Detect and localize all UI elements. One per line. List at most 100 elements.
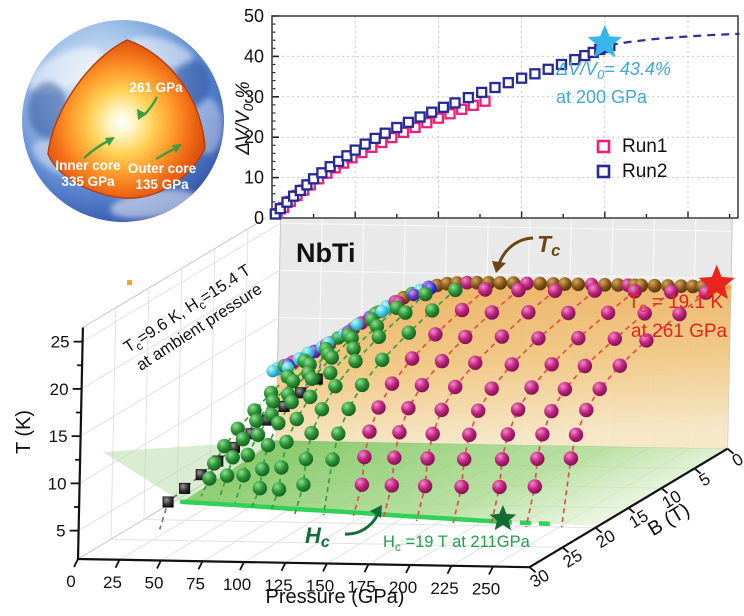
field-scan-sphere [448,282,463,298]
field-scan-sphere [637,306,652,321]
y-tick-label: 50 [244,6,264,26]
back-wall-grid [280,222,733,232]
inner-core-pressure: 335 GPa [61,174,115,189]
data-point-run2 [281,196,293,208]
pressure-tick-label: 50 [145,574,164,593]
field-scan-sphere [354,477,370,492]
field-scan-cube [179,482,191,494]
legend: Run1 Run2 [596,136,667,182]
hc-curve-label: Hc [305,523,330,551]
data-point-run2 [502,77,514,89]
field-scan-sphere [362,424,377,439]
field-scan-sphere [424,303,440,318]
field-scan-sphere [612,358,627,373]
field-scan-sphere [398,305,413,320]
field-scan-sphere [274,460,289,475]
left-wall-grid [143,287,150,520]
inner-core-label: Inner core [55,158,121,173]
tc-record-star [698,264,735,300]
hc-region-surface [182,440,728,526]
field-scan-sphere [219,468,235,483]
data-point-run2 [542,63,554,75]
earth-inset: 261 GPa Inner core 335 GPa Outer core 13… [22,20,224,222]
field-scan-sphere [607,331,622,346]
field-scan-sphere [468,355,483,370]
field-scan-sphere [530,451,545,466]
field-scan-sphere [494,452,510,467]
legend-label-run1: Run1 [622,136,667,157]
field-scan-sphere [547,283,563,298]
compression-y-axis-label: ΔV/V0 % [233,81,256,155]
tc-record-value-line1: Tc = 19.1 K [628,292,723,315]
compression-plot-area: 0 10 20 30 40 50 [244,6,744,228]
field-scan-sphere [236,468,251,483]
field-scan-connector [352,282,493,517]
hc-record-value: Hc =19 T at 211GPa [383,533,531,554]
field-scan-connector [200,352,312,497]
max-compression-star [587,24,622,58]
field-scan-sphere [500,427,515,442]
field-scan-sphere [454,479,469,495]
data-point-run1 [456,103,468,115]
left-wall-grid [110,307,117,540]
field-tick [594,526,603,534]
field-scan-sphere [478,282,493,297]
field-scan-sphere [250,427,266,443]
field-tick [627,507,636,514]
field-scan-sphere [579,402,594,418]
pressure-tick-label: 100 [223,575,251,594]
tc-arrow [497,236,534,265]
data-point-run2 [316,167,328,179]
hc-arrow [344,513,380,536]
y-tick-label: 40 [244,46,264,66]
field-scan-sphere [521,305,536,320]
y-tick-label: 30 [244,87,264,107]
field-scan-sphere [217,438,232,454]
field-scan-sphere [279,434,294,450]
data-point-run2 [369,132,381,145]
hc-arrowhead-icon [370,505,382,518]
tc-data-sphere [493,276,508,290]
field-scan-sphere [235,431,251,447]
field-scan-sphere [434,353,450,369]
field-scan-sphere [252,481,268,496]
tc-data-sphere [686,279,700,294]
field-scan-sphere [285,373,301,389]
field-scan-sphere [304,371,319,386]
field-tick [693,467,702,475]
field-scan-sphere [323,365,338,380]
field-scan-sphere [672,306,687,322]
pressure-tick [363,563,370,573]
field-scan-sphere [303,389,318,405]
data-point-run1 [444,108,456,120]
outer-core-pressure: 135 GPa [135,177,189,192]
pressure-tick [73,558,79,568]
outer-core-label: Outer core [128,161,197,176]
field-scan-sphere [484,305,500,320]
field-scan-sphere [527,479,542,494]
field-tick-label: 5 [696,469,714,490]
field-scan-sphere [511,282,526,298]
field-scan-sphere [401,401,416,416]
field-scan-sphere [271,482,287,497]
field-tick [660,487,669,494]
earth-globe [22,20,224,222]
pressure-tick [280,562,287,572]
field-scan-sphere [627,284,642,299]
field-scan-sphere [561,305,576,321]
tc-data-sphere [266,364,280,378]
field-scan-sphere [577,358,593,374]
temperature-tick-label: 20 [50,380,69,399]
stray-orange-marker [127,280,132,285]
cloud [29,47,103,93]
field-scan-sphere [454,302,470,318]
floor-grid [110,538,563,548]
field-scan-sphere [314,402,330,417]
field-scan-sphere [448,379,463,395]
y-tick-label: 20 [244,127,264,147]
field-scan-sphere [387,450,402,465]
field-scan-sphere [531,331,546,346]
pressure-tick-label: 75 [186,574,205,593]
data-point-run2 [274,203,286,215]
